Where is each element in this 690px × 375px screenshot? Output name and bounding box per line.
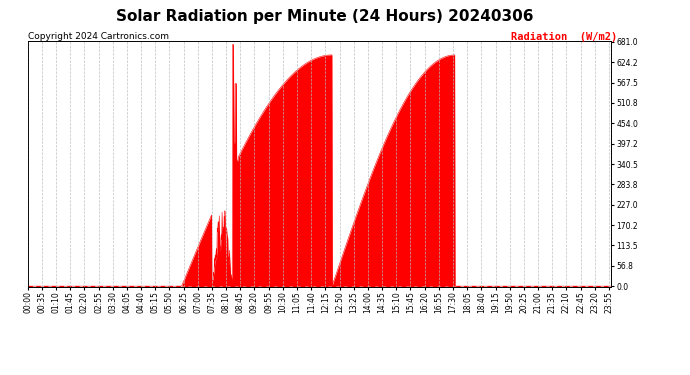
Text: Solar Radiation per Minute (24 Hours) 20240306: Solar Radiation per Minute (24 Hours) 20… — [115, 9, 533, 24]
Text: Copyright 2024 Cartronics.com: Copyright 2024 Cartronics.com — [28, 32, 168, 41]
Text: Radiation  (W/m2): Radiation (W/m2) — [511, 32, 617, 42]
